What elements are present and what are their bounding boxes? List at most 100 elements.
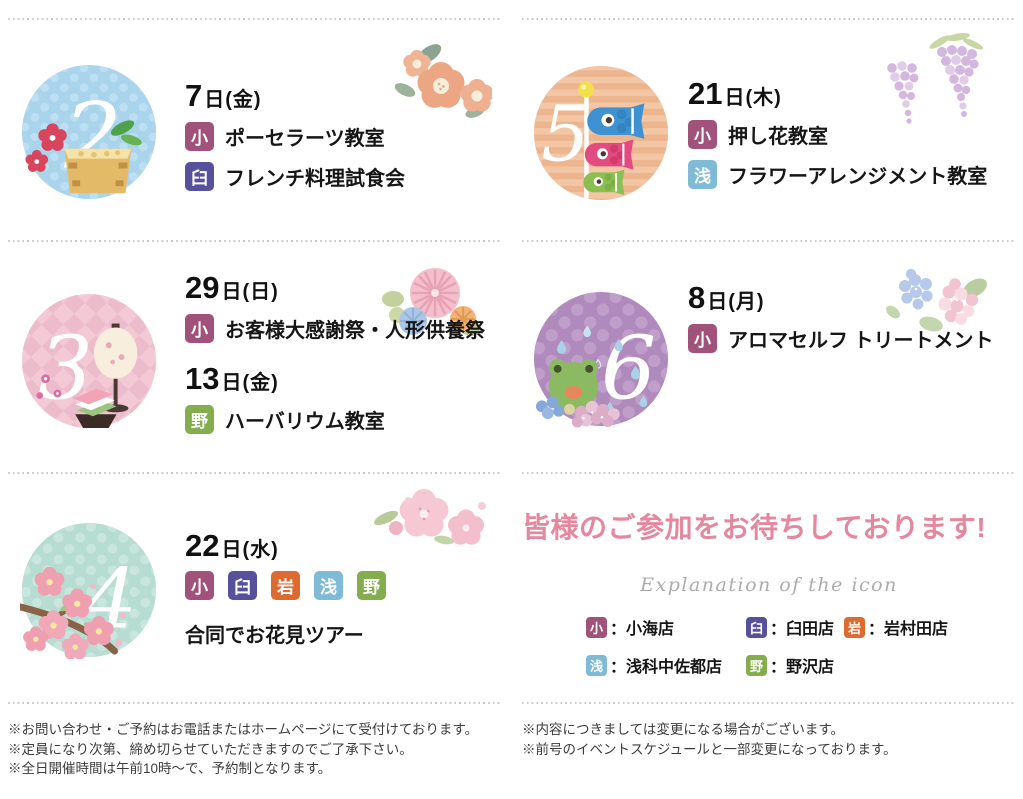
event-date: 22 日(水): [185, 530, 386, 561]
footnotes-right: ※内容につきましては変更になる場合がございます。 ※前号のイベントスケジュールと…: [522, 702, 1016, 792]
hishimochi-icon: [73, 388, 117, 429]
month-card-may: 5: [522, 18, 1016, 240]
date-number: 29: [185, 270, 220, 305]
date-number: 21: [688, 76, 723, 111]
dotted-divider: [8, 18, 500, 20]
event-title: 合同でお花見ツアー: [185, 625, 364, 647]
dotted-divider: [8, 240, 500, 242]
event-date: 21 日(木): [688, 78, 987, 109]
message-and-legend: 皆様のご参加をお待ちしております! Explanation of the ico…: [522, 472, 1016, 702]
store-badge: 臼: [228, 571, 257, 600]
frog-icon: [548, 359, 599, 412]
store-badge: 浅: [688, 160, 717, 189]
camellia-flowers-icon: [387, 38, 494, 128]
legend-item: 臼 ：臼田店: [746, 615, 834, 639]
event-title: お客様大感謝祭・人形供養祭: [225, 320, 485, 342]
masu-box-icon: [64, 148, 132, 194]
june-circle-illustration: 6: [532, 290, 672, 430]
store-badge: 臼: [746, 616, 767, 638]
month-card-april: 4: [8, 472, 500, 702]
legend-item: 小 ：小海店: [586, 615, 674, 639]
event-date: 8 日(月): [688, 282, 994, 313]
event-item: 浅 フラワーアレンジメント教室: [688, 160, 987, 189]
plum-dots-icon: [36, 361, 78, 399]
footnotes-left: ※お問い合わせ・ご予約はお電話またはホームページにて受付けております。 ※定員に…: [8, 702, 500, 792]
store-name: ：小海店: [610, 621, 675, 638]
wisteria-flowers-icon: [862, 30, 992, 145]
event-item: 小 押し花教室: [688, 120, 987, 149]
store-badge: 小: [185, 314, 214, 343]
event-title: ポーセラーツ教室: [225, 128, 385, 150]
store-badge: 臼: [185, 162, 214, 191]
store-badge: 小: [185, 122, 214, 151]
footnote-line: ※定員になり次第、締め切らせていただきますのでご了承下さい。: [8, 741, 413, 757]
koinobori-icon: [578, 81, 645, 200]
event-title: フレンチ料理試食会: [225, 168, 405, 190]
event-item: 臼 フレンチ料理試食会: [185, 162, 405, 191]
dotted-divider: [522, 18, 1016, 20]
store-badge: 野: [185, 405, 214, 434]
event-title: フラワーアレンジメント教室: [728, 166, 988, 188]
date-weekday: 日(木): [724, 87, 782, 109]
event-date: 29 日(日): [185, 272, 485, 303]
date-number: 8: [688, 280, 706, 315]
store-badge: 小: [688, 324, 717, 353]
store-name: ：浅科中佐都店: [610, 659, 723, 676]
event-date: 7 日(金): [185, 80, 405, 111]
legend-item: 浅 ：浅科中佐都店: [586, 653, 722, 677]
dotted-divider: [8, 472, 500, 474]
dotted-divider: [522, 702, 1016, 704]
footnote-line: ※全日開催時間は午前10時〜で、予約制となります。: [8, 761, 332, 776]
event-item: 小 お客様大感謝祭・人形供養祭: [185, 314, 485, 343]
footnote-line: ※前号のイベントスケジュールと一部変更になっております。: [522, 741, 897, 757]
april-circle-illustration: 4: [12, 521, 160, 661]
february-circle-illustration: 2: [20, 63, 160, 203]
legend-title: Explanation of the icon: [640, 574, 898, 596]
month-card-march: 3: [8, 240, 500, 472]
event-item: 野 ハーバリウム教室: [185, 405, 485, 434]
date-weekday: 日(水): [221, 539, 279, 561]
store-name: ：岩村田店: [868, 621, 949, 638]
date-weekday: 日(金): [204, 89, 262, 111]
raindrop-icon: [557, 325, 648, 413]
footnote-line: ※内容につきましては変更になる場合がございます。: [522, 722, 844, 737]
dahlia-flowers-icon: [377, 255, 482, 353]
event-item: 小 ポーセラーツ教室: [185, 122, 405, 151]
store-badge: 野: [746, 654, 767, 676]
cherry-blossom-flowers-icon: [352, 488, 492, 555]
legend-item: 岩 ：岩村田店: [844, 615, 948, 639]
store-badge: 浅: [586, 654, 607, 676]
dotted-divider: [522, 472, 1016, 474]
participation-message: 皆様のご参加をお待ちしております!: [522, 512, 987, 543]
store-name: ：野沢店: [770, 659, 835, 676]
hydrangea-cluster-icon: [535, 396, 620, 428]
legend-item: 野 ：野沢店: [746, 653, 834, 677]
store-badge: 浅: [314, 571, 343, 600]
dotted-divider: [522, 240, 1016, 242]
cherry-blossoms-icon: [23, 566, 126, 660]
event-title: 押し花教室: [728, 126, 828, 148]
store-badge: 小: [586, 616, 607, 638]
month-card-june: 6: [522, 240, 1016, 472]
date-number: 7: [185, 78, 203, 113]
store-badge: 岩: [271, 571, 300, 600]
store-badge: 岩: [844, 616, 865, 638]
bonbori-lantern-icon: [93, 323, 138, 413]
march-circle-illustration: 3: [20, 292, 160, 432]
may-circle-illustration: 5: [532, 64, 672, 204]
month-numeral: 5: [541, 91, 590, 180]
store-badge: 小: [688, 120, 717, 149]
store-badge: 野: [357, 571, 386, 600]
hydrangea-flowers-icon: [883, 262, 998, 337]
date-weekday: 日(月): [707, 291, 765, 313]
event-title: アロマセルフ トリートメント: [728, 330, 994, 352]
date-weekday: 日(日): [221, 281, 279, 303]
dotted-divider: [8, 702, 500, 704]
date-number: 13: [185, 361, 220, 396]
date-number: 22: [185, 528, 220, 563]
footnote-line: ※お問い合わせ・ご予約はお電話またはホームページにて受付けております。: [8, 722, 479, 737]
store-badge: 小: [185, 571, 214, 600]
date-weekday: 日(金): [221, 372, 279, 394]
plum-blossom-icon: [25, 123, 67, 172]
